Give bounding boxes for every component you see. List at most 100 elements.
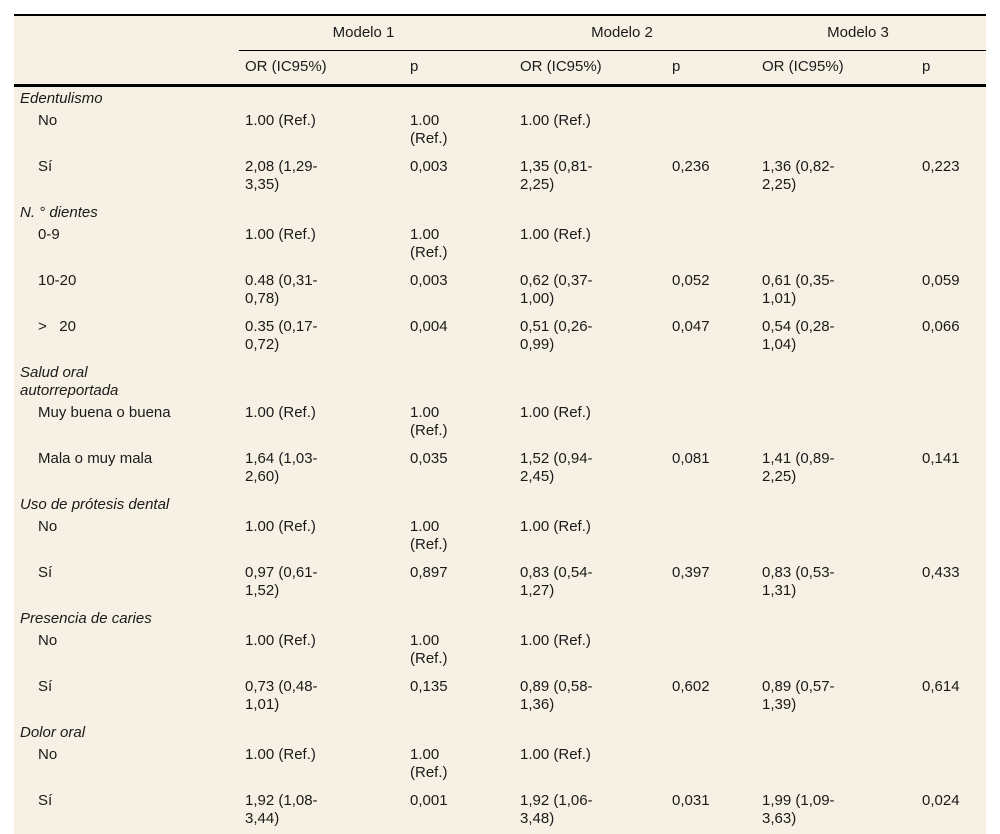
empty-cell: [916, 86, 986, 110]
or-cell-m3: 1,36 (0,82-2,25): [756, 155, 916, 201]
p-cell-m2: [666, 401, 756, 447]
or-cell-m1-text: 0.35 (0,17-0,72): [245, 318, 318, 353]
row-label-text: No: [38, 746, 58, 763]
or-cell-m3-text: 0,61 (0,35-1,01): [762, 272, 835, 307]
empty-cell: [239, 86, 404, 110]
or-cell-m3-text: 1,41 (0,89-2,25): [762, 450, 835, 485]
p-cell-m1-text: 1.00 (Ref.): [410, 226, 448, 261]
empty-cell: [666, 201, 756, 223]
row-label-text: No: [38, 112, 58, 129]
p-cell-m3-text: 0,024: [922, 792, 960, 809]
p-cell-m1: 0,003: [404, 155, 514, 201]
empty-cell: [404, 361, 514, 401]
or-cell-m3: 1,41 (0,89-2,25): [756, 447, 916, 493]
table-row: Sí 2,08 (1,29-3,35) 0,003 1,35 (0,81-2,25) 0…: [14, 155, 986, 201]
p-cell-m1-text: 1.00 (Ref.): [410, 746, 448, 781]
empty-cell: [666, 86, 756, 110]
or-cell-m3: [756, 515, 916, 561]
p-cell-m1-text: 1.00 (Ref.): [410, 632, 448, 667]
or-cell-m2: 1.00 (Ref.): [514, 515, 666, 561]
p-cell-m3: [916, 629, 986, 675]
corner-cell: [14, 15, 239, 51]
group-label: N. ° dientes: [20, 204, 98, 221]
row-label: Sí: [14, 675, 239, 721]
row-label-text: 10-20: [38, 272, 77, 289]
or-cell-m1-text: 0,73 (0,48-1,01): [245, 678, 318, 713]
p-cell-m1: 0,004: [404, 315, 514, 361]
or-cell-m1: 2,08 (1,29-3,35): [239, 155, 404, 201]
group-label-cell: Uso de prótesis dental: [14, 493, 239, 515]
row-label-text: Sí: [38, 678, 53, 695]
table-row: Sí 1,92 (1,08-3,44) 0,001 1,92 (1,06-3,48) 0…: [14, 789, 986, 834]
p-cell-m3: 0,141: [916, 447, 986, 493]
p-cell-m3: [916, 401, 986, 447]
row-label: No: [14, 515, 239, 561]
p-cell-m3: [916, 743, 986, 789]
or-cell-m1-text: 1.00 (Ref.): [245, 226, 316, 243]
or-cell-m1: 0.48 (0,31-0,78): [239, 269, 404, 315]
or-cell-m1: 1.00 (Ref.): [239, 515, 404, 561]
row-label: 10-20: [14, 269, 239, 315]
or-cell-m2: 0,51 (0,26-0,99): [514, 315, 666, 361]
col-header-p-m3: p: [916, 50, 986, 87]
row-label-text: Sí: [38, 158, 53, 175]
group-header-row: Edentulismo: [14, 86, 986, 110]
row-label-text: Sí: [38, 564, 53, 581]
or-cell-m2: 1.00 (Ref.): [514, 629, 666, 675]
p-cell-m2-text: 0,081: [672, 450, 710, 467]
p-cell-m3-text: 0,059: [922, 272, 960, 289]
or-cell-m2-text: 0,83 (0,54-1,27): [520, 564, 593, 599]
p-cell-m1-text: 0,001: [410, 792, 448, 809]
row-label: Sí: [14, 561, 239, 607]
p-cell-m1: 0,035: [404, 447, 514, 493]
or-cell-m1-text: 1.00 (Ref.): [245, 518, 316, 535]
or-cell-m1-text: 0,97 (0,61-1,52): [245, 564, 318, 599]
table-row: No 1.00 (Ref.) 1.00 (Ref.) 1.00 (Ref.): [14, 629, 986, 675]
or-cell-m1-text: 1.00 (Ref.): [245, 404, 316, 421]
p-cell-m3-text: 0,066: [922, 318, 960, 335]
row-label: No: [14, 743, 239, 789]
or-cell-m3: 0,89 (0,57-1,39): [756, 675, 916, 721]
table-row: Mala o muy mala 1,64 (1,03-2,60) 0,035 1,52…: [14, 447, 986, 493]
or-cell-m2-text: 1.00 (Ref.): [520, 404, 591, 421]
or-cell-m2: 1,35 (0,81-2,25): [514, 155, 666, 201]
p-cell-m3: 0,059: [916, 269, 986, 315]
model-3-header: Modelo 3: [756, 15, 986, 51]
or-cell-m3: [756, 629, 916, 675]
group-label: Edentulismo: [20, 90, 103, 107]
empty-cell: [666, 721, 756, 743]
or-cell-m1: 1.00 (Ref.): [239, 629, 404, 675]
empty-cell: [916, 361, 986, 401]
p-cell-m3-text: 0,223: [922, 158, 960, 175]
row-label: Sí: [14, 789, 239, 834]
p-cell-m2: 0,397: [666, 561, 756, 607]
empty-cell: [666, 361, 756, 401]
empty-cell: [514, 721, 666, 743]
or-cell-m1-text: 1.00 (Ref.): [245, 112, 316, 129]
group-label: Presencia de caries: [20, 610, 152, 627]
p-cell-m2-text: 0,602: [672, 678, 710, 695]
p-cell-m1-text: 0,135: [410, 678, 448, 695]
empty-cell: [404, 493, 514, 515]
or-cell-m1: 1,92 (1,08-3,44): [239, 789, 404, 834]
col-header-or-m3: OR (IC95%): [756, 50, 916, 87]
empty-cell: [756, 607, 916, 629]
table-row: No 1.00 (Ref.) 1.00 (Ref.) 1.00 (Ref.): [14, 109, 986, 155]
p-cell-m2: 0,236: [666, 155, 756, 201]
p-cell-m2: [666, 223, 756, 269]
row-label-text: No: [38, 518, 58, 535]
or-cell-m2: 1.00 (Ref.): [514, 401, 666, 447]
or-cell-m3-text: 0,83 (0,53-1,31): [762, 564, 835, 599]
p-cell-m3: 0,223: [916, 155, 986, 201]
p-cell-m2: 0,047: [666, 315, 756, 361]
empty-cell: [916, 721, 986, 743]
p-cell-m1: 1.00 (Ref.): [404, 629, 514, 675]
or-cell-m3-text: 0,54 (0,28-1,04): [762, 318, 835, 353]
or-cell-m2-text: 1,35 (0,81-2,25): [520, 158, 593, 193]
or-cell-m3: [756, 743, 916, 789]
group-header-row: Dolor oral: [14, 721, 986, 743]
or-cell-m2-text: 1.00 (Ref.): [520, 632, 591, 649]
p-cell-m1-text: 1.00 (Ref.): [410, 112, 448, 147]
p-cell-m1: 1.00 (Ref.): [404, 401, 514, 447]
or-cell-m1-text: 1.00 (Ref.): [245, 746, 316, 763]
